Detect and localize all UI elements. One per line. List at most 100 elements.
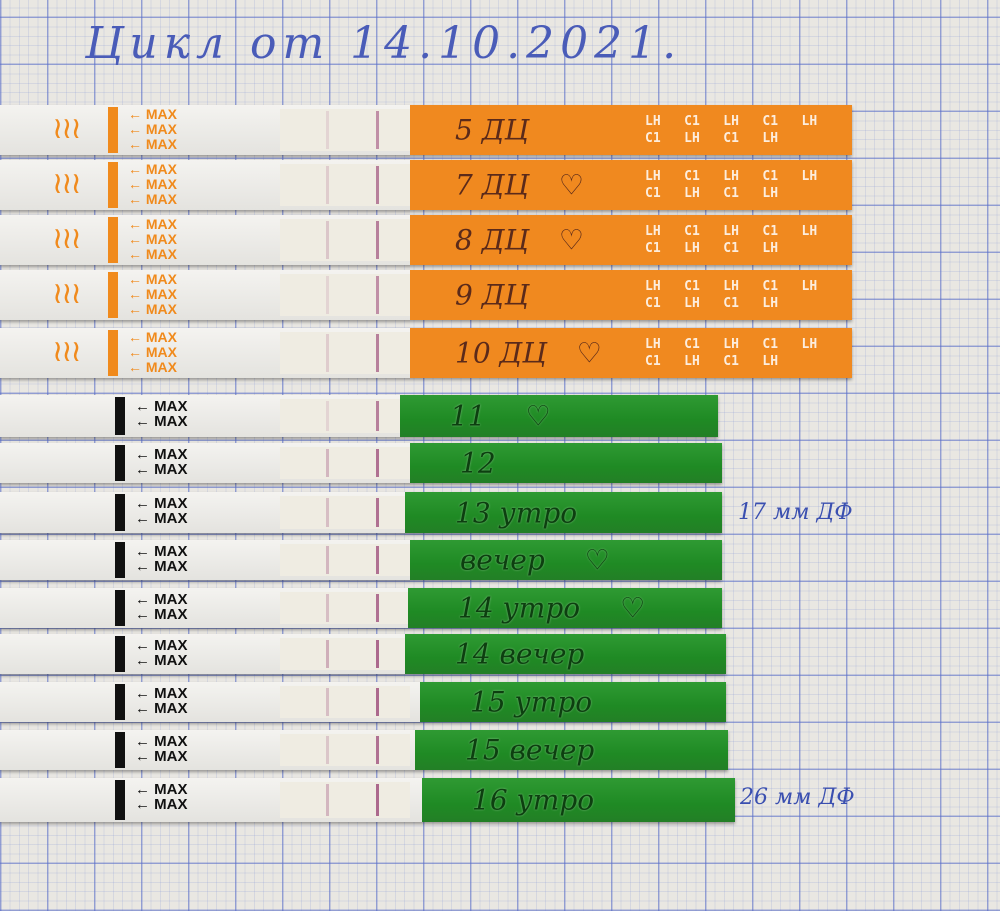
result-window: [280, 332, 410, 374]
control-line: [376, 221, 379, 259]
strip-label-text: 12: [460, 446, 496, 480]
brand-print: LH C1 LH C1 LH C1 LH C1 LH: [645, 337, 841, 369]
strip-handle: 13 утро: [405, 492, 722, 533]
control-line: [376, 736, 379, 764]
max-marking: ← MAX ← MAX ← MAX: [128, 217, 177, 262]
wave-marks: ≀≀≀: [52, 277, 82, 310]
follicle-note: 17 мм ДФ: [738, 500, 853, 525]
max-marking: ← MAX ← MAX: [135, 592, 188, 622]
strip-label-text: вечер: [460, 543, 545, 577]
test-line: [326, 221, 329, 259]
max-label: ← MAX: [135, 495, 188, 512]
strip-label-text: 5 ДЦ: [455, 113, 529, 147]
control-line: [376, 498, 379, 527]
max-label: ← MAX: [135, 652, 188, 669]
control-line: [376, 401, 379, 431]
strip-label: 10 ДЦ ♡: [455, 337, 602, 370]
wave-marks: ≀≀≀: [52, 335, 82, 368]
max-marking: ← MAX ← MAX: [135, 638, 188, 668]
heart-icon: ♡: [584, 543, 610, 577]
green-test-strip: ← MAX ← MAX 11 ♡: [0, 395, 718, 437]
result-window: [280, 496, 410, 529]
max-label: ← MAX: [128, 271, 177, 287]
result-window: [280, 399, 410, 433]
max-marking: ← MAX ← MAX ← MAX: [128, 162, 177, 207]
strip-label: 13 утро: [455, 496, 577, 529]
dip-bar: [115, 780, 125, 820]
control-line: [376, 594, 379, 622]
wave-marks: ≀≀≀: [52, 222, 82, 255]
strip-handle: вечер ♡: [410, 540, 722, 580]
max-marking: ← MAX ← MAX ← MAX: [128, 330, 177, 375]
control-line: [376, 166, 379, 204]
result-window: [280, 592, 410, 624]
max-marking: ← MAX ← MAX: [135, 734, 188, 764]
max-label: ← MAX: [128, 136, 177, 152]
result-window: [280, 734, 410, 766]
green-test-strip: ← MAX ← MAX вечер ♡: [0, 540, 722, 580]
test-line: [326, 111, 329, 149]
max-label: ← MAX: [128, 246, 177, 262]
max-label: ← MAX: [135, 796, 188, 813]
control-line: [376, 334, 379, 372]
green-test-strip: ← MAX ← MAX 15 утро: [0, 682, 726, 722]
strip-label-text: 13 утро: [455, 496, 578, 529]
max-label: ← MAX: [128, 191, 177, 207]
dip-bar: [115, 542, 125, 578]
max-marking: ← MAX ← MAX: [135, 447, 188, 477]
strip-label-text: 7 ДЦ: [455, 168, 529, 202]
max-marking: ← MAX ← MAX ← MAX: [128, 107, 177, 152]
max-label: ← MAX: [128, 286, 177, 302]
strip-handle: 11 ♡: [400, 395, 718, 437]
result-window: [280, 686, 410, 718]
brand-print: LH C1 LH C1 LH C1 LH C1 LH: [645, 279, 841, 311]
strip-label-text: 9 ДЦ: [455, 278, 529, 312]
test-line: [326, 784, 329, 816]
strip-handle: 14 вечер: [405, 634, 726, 674]
max-label: ← MAX: [135, 510, 188, 527]
cycle-title: Цикл от 14.10.2021.: [85, 18, 683, 69]
heart-icon: ♡: [558, 223, 585, 257]
max-label: ← MAX: [128, 329, 177, 345]
green-test-strip: ← MAX ← MAX 15 вечер: [0, 730, 728, 770]
green-test-strip: ← MAX ← MAX 16 утро: [0, 778, 735, 822]
test-line: [326, 736, 329, 764]
test-line: [326, 546, 329, 574]
strip-label: 7 ДЦ ♡: [455, 169, 584, 202]
heart-icon: ♡: [620, 591, 646, 625]
control-line: [376, 784, 379, 816]
max-label: ← MAX: [135, 413, 188, 430]
result-window: [280, 164, 410, 206]
orange-test-strip: ≀≀≀ ← MAX ← MAX ← MAX LH C1 LH C1 LH C1 LH C…: [0, 160, 852, 210]
max-label: ← MAX: [128, 359, 177, 375]
strip-label: вечер ♡: [460, 544, 610, 577]
dip-bar: [108, 162, 118, 208]
max-label: ← MAX: [128, 161, 177, 177]
max-label: ← MAX: [135, 591, 188, 608]
dip-bar: [115, 445, 125, 481]
control-line: [376, 688, 379, 716]
max-label: ← MAX: [135, 606, 188, 623]
test-line: [326, 166, 329, 204]
orange-test-strip: ≀≀≀ ← MAX ← MAX ← MAX LH C1 LH C1 LH C1 LH C…: [0, 270, 852, 320]
max-marking: ← MAX ← MAX: [135, 496, 188, 526]
strip-handle: LH C1 LH C1 LH C1 LH C1 LH 8 ДЦ ♡: [410, 215, 852, 265]
strip-label-text: 16 утро: [472, 783, 595, 817]
result-window: [280, 219, 410, 261]
dip-bar: [108, 272, 118, 318]
max-label: ← MAX: [135, 446, 188, 463]
strip-label: 9 ДЦ: [455, 279, 529, 312]
strip-label: 15 вечер: [465, 734, 594, 767]
test-line: [326, 449, 329, 477]
control-line: [376, 276, 379, 314]
dip-bar: [115, 590, 125, 626]
green-test-strip: ← MAX ← MAX 13 утро: [0, 492, 722, 533]
max-label: ← MAX: [135, 637, 188, 654]
result-window: [280, 782, 410, 818]
result-window: [280, 274, 410, 316]
max-marking: ← MAX ← MAX: [135, 782, 188, 812]
control-line: [376, 449, 379, 477]
max-label: ← MAX: [128, 231, 177, 247]
max-label: ← MAX: [128, 301, 177, 317]
result-window: [280, 447, 410, 479]
